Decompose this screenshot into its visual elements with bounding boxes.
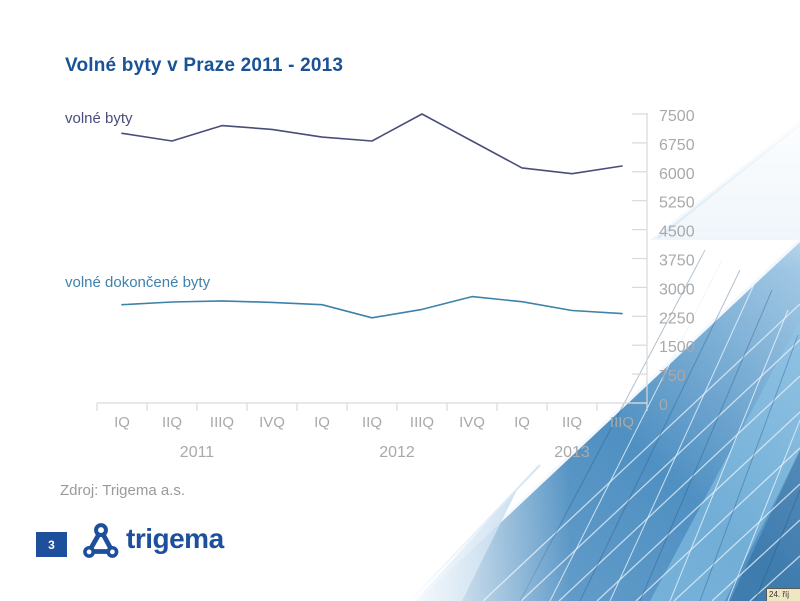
year-label: 2013 (554, 444, 590, 461)
series-label-volne-dokoncene-byty: volné dokončené byty (65, 274, 211, 291)
chart-canvas: 0 750 1500 2250 3000 3750 4500 5250 6000 6750 7500… (96, 108, 695, 461)
year-label: 2012 (379, 444, 415, 461)
trigema-logo-icon (83, 523, 119, 558)
corner-date-tooltip: 24. říj (766, 588, 800, 601)
line-chart: 0 750 1500 2250 3000 3750 4500 5250 6000 6750 7500… (90, 95, 710, 470)
x-tick-label: IVQ (459, 414, 485, 431)
y-tick-label: 0 (659, 397, 668, 414)
y-tick-label: 2250 (659, 310, 695, 327)
x-tick-label: IIIQ (610, 414, 634, 431)
page-number-box: 3 (36, 532, 67, 557)
x-tick-label: IQ (114, 414, 130, 431)
y-tick-label: 5250 (659, 195, 695, 212)
y-tick-label: 7500 (659, 108, 695, 125)
trigema-logo: trigema (82, 522, 224, 560)
y-tick-label: 3750 (659, 253, 695, 270)
y-tick-label: 6000 (659, 166, 695, 183)
y-tick-label: 1500 (659, 339, 695, 356)
trigema-logo-wordmark: trigema (126, 523, 224, 554)
page-number: 3 (48, 537, 55, 552)
x-tick-label: IIQ (362, 414, 382, 431)
series-label-volne-byty: volné byty (65, 110, 133, 127)
source-note: Zdroj: Trigema a.s. (60, 482, 186, 499)
y-tick-label: 3000 (659, 281, 695, 298)
y-tick-label: 6750 (659, 137, 695, 154)
x-tick-label: IQ (314, 414, 330, 431)
x-tick-label: IIQ (162, 414, 182, 431)
x-tick-label: IIIQ (210, 414, 234, 431)
x-tick-label: IVQ (259, 414, 285, 431)
year-label: 2011 (180, 444, 215, 461)
x-tick-label: IIIQ (410, 414, 434, 431)
x-tick-label: IQ (514, 414, 530, 431)
y-tick-label: 4500 (659, 224, 695, 241)
slide-title: Volné byty v Praze 2011 - 2013 (65, 55, 344, 76)
x-tick-label: IIQ (562, 414, 582, 431)
building-photo (400, 120, 800, 601)
y-tick-label: 750 (659, 368, 686, 385)
series-line-1 (121, 295, 623, 319)
series-line-0 (121, 113, 623, 175)
